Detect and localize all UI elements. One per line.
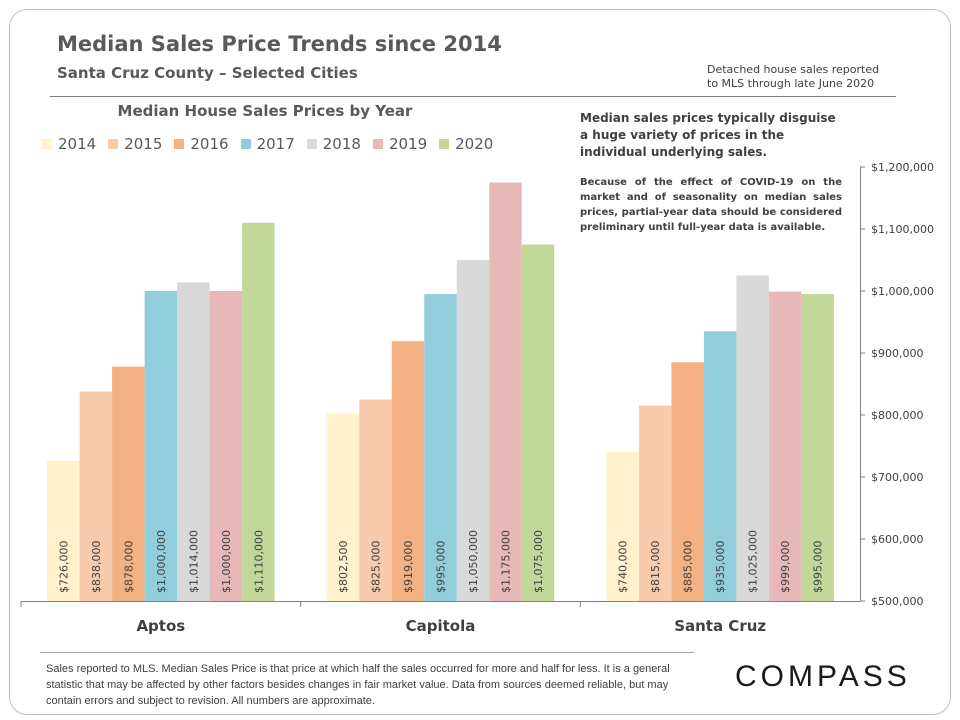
bar-value-label: $726,000 [57, 541, 70, 594]
legend-swatch [174, 139, 185, 149]
chart-title: Median House Sales Prices by Year [117, 102, 413, 120]
bar-value-label: $878,000 [122, 541, 135, 594]
bar-value-label: $802,500 [337, 541, 350, 594]
y-tick-label: $1,200,000 [871, 161, 934, 174]
category-label: Aptos [136, 617, 185, 635]
bar-santa-cruz-2015 [638, 405, 672, 601]
bar-santa-cruz-2020 [801, 294, 834, 601]
y-tick-label: $900,000 [871, 347, 924, 360]
legend-label: 2018 [322, 135, 361, 153]
bar-value-label: $935,000 [714, 541, 727, 594]
legend-item-2020: 2020 [439, 135, 493, 153]
legend-label: 2020 [455, 135, 494, 153]
bar-value-label: $995,000 [435, 541, 448, 594]
legend-label: 2015 [124, 135, 163, 153]
chart-legend: 2014 2015 2016 2017 2018 2019 2020 [42, 135, 505, 153]
bar-capitola-2018 [456, 260, 490, 601]
bar-value-label: $825,000 [370, 541, 383, 594]
bar-santa-cruz-2017 [703, 331, 737, 601]
bar-capitola-2020 [521, 244, 555, 601]
bar-value-label: $838,000 [90, 541, 103, 594]
bar-value-label: $1,000,000 [155, 530, 168, 593]
legend-item-2016: 2016 [174, 135, 229, 153]
bar-capitola-2019 [489, 182, 522, 601]
bar-capitola-2015 [359, 399, 392, 601]
bar-santa-cruz-2018 [736, 275, 769, 601]
bar-santa-cruz-2016 [671, 362, 704, 601]
bar-value-label: $1,075,000 [532, 530, 545, 593]
page-title: Median Sales Price Trends since 2014 [57, 32, 502, 56]
category-label: Santa Cruz [674, 617, 766, 635]
page-subtitle: Santa Cruz County – Selected Cities [57, 64, 358, 82]
legend-swatch [108, 139, 119, 149]
bar-capitola-2016 [391, 341, 425, 601]
compass-logo: COMPASS [735, 660, 911, 693]
callout-sub-text: Because of the effect of COVID-19 on the… [580, 177, 842, 233]
category-label: Capitola [406, 617, 476, 635]
legend-item-2015: 2015 [108, 135, 162, 153]
legend-item-2014: 2014 [42, 135, 96, 153]
bar-chart: $726,000 $838,000 $878,000 $1,000,000 $1,014… [20, 161, 934, 635]
data-note-line-1: Detached house sales reported [707, 63, 880, 76]
bar-value-label: $1,175,000 [500, 530, 513, 593]
legend-label: 2016 [190, 135, 229, 153]
data-note-line-2: to MLS through late June 2020 [707, 77, 875, 90]
bar-value-label: $1,050,000 [467, 530, 480, 593]
y-tick-label: $500,000 [871, 595, 924, 608]
y-tick-label: $1,100,000 [871, 223, 934, 236]
bar-aptos-2016 [112, 366, 145, 601]
legend-label: 2019 [388, 135, 428, 153]
footnote: Sales reported to MLS. Median Sales Pric… [46, 663, 670, 707]
bar-value-label: $1,014,000 [187, 530, 200, 593]
legend-item-2019: 2019 [372, 135, 428, 153]
bar-capitola-2014 [326, 413, 360, 601]
bar-aptos-2014 [47, 460, 80, 601]
data-note: Detached house sales reported to MLS thr… [707, 63, 907, 91]
legend-swatch [240, 139, 251, 149]
bar-value-label: $999,000 [779, 541, 792, 594]
bar-santa-cruz-2014 [606, 452, 639, 601]
footer-divider [40, 652, 694, 653]
legend-label: 2017 [256, 135, 295, 153]
header-divider [50, 96, 896, 97]
bar-aptos-2017 [144, 291, 178, 601]
legend-swatch [372, 139, 383, 149]
legend-label: 2014 [58, 135, 97, 153]
y-tick-label: $1,000,000 [871, 285, 934, 298]
y-tick-label: $800,000 [871, 409, 924, 422]
bar-aptos-2019 [209, 291, 243, 601]
bar-capitola-2017 [424, 294, 457, 601]
legend-item-2017: 2017 [240, 135, 295, 153]
bar-aptos-2020 [242, 222, 275, 602]
bar-value-label: $815,000 [649, 541, 662, 594]
slide: Median Sales Price Trends since 2014 San… [9, 9, 951, 715]
bar-aptos-2018 [177, 282, 210, 601]
legend-swatch [439, 139, 450, 149]
bar-santa-cruz-2019 [768, 291, 802, 601]
bar-aptos-2015 [79, 391, 113, 601]
y-tick-label: $600,000 [871, 533, 924, 546]
bar-value-label: $995,000 [812, 541, 825, 594]
y-tick-label: $700,000 [871, 471, 924, 484]
legend-swatch [42, 139, 52, 149]
bar-value-label: $740,000 [617, 541, 630, 594]
callout-main-text: Median sales prices typically disguise a… [580, 111, 836, 159]
bar-value-label: $1,025,000 [747, 530, 760, 593]
legend-item-2018: 2018 [306, 135, 361, 153]
bar-value-label: $1,000,000 [220, 530, 233, 593]
legend-swatch [306, 139, 317, 149]
bar-value-label: $885,000 [682, 541, 695, 594]
bar-value-label: $919,000 [402, 541, 415, 594]
bar-value-label: $1,110,000 [252, 530, 265, 593]
